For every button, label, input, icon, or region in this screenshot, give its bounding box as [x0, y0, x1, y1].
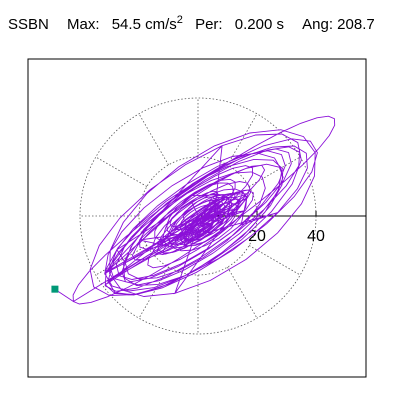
max-unit-exponent: 2	[176, 14, 183, 26]
angle-label: Ang:	[302, 16, 333, 33]
peak-marker	[51, 285, 59, 293]
orbit-trace	[54, 115, 336, 305]
grid-spoke	[138, 266, 169, 319]
chart-header: SSBN Max: 54.5 cm/s2 Per: 0.200 s Ang: 2…	[8, 14, 375, 33]
max-value: 54.5	[111, 16, 141, 33]
grid-spoke	[138, 113, 169, 166]
max-label: Max:	[67, 16, 100, 33]
max-unit: cm/s	[145, 16, 177, 33]
period-value: 0.200 s	[234, 16, 284, 33]
angle-value: 208.7	[337, 16, 375, 33]
period-label: Per:	[195, 16, 223, 33]
radial-ticks: 20 40	[248, 211, 325, 245]
station-code: SSBN	[8, 16, 49, 33]
plot-frame	[27, 58, 367, 378]
grid-spoke	[227, 266, 258, 319]
radial-tick-label: 40	[307, 228, 325, 245]
grid-spoke	[248, 156, 301, 187]
radial-tick-label: 20	[248, 228, 266, 245]
grid-spoke	[95, 156, 148, 187]
grid-spoke	[95, 245, 148, 276]
grid-spoke	[248, 245, 301, 276]
